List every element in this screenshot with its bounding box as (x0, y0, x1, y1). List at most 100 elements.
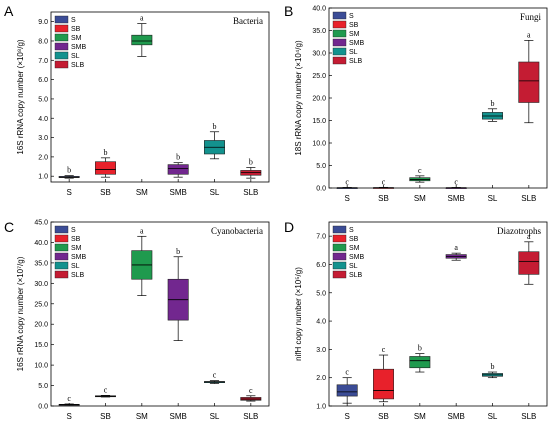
box-SL: b (482, 362, 503, 379)
legend-label: SL (71, 263, 80, 270)
legend-label: SM (349, 31, 360, 38)
x-tick-label: SLB (243, 188, 258, 197)
y-tick-label: 7.0 (38, 58, 48, 65)
legend-swatch (332, 20, 347, 29)
legend-label: SL (349, 263, 358, 270)
significance-letter: c (67, 394, 71, 403)
significance-letter: c (454, 177, 458, 186)
legend-label: SL (71, 53, 80, 60)
significance-letter: c (418, 166, 422, 175)
y-tick-label: 7.0 (316, 234, 326, 241)
y-axis-label: 18S rRNA copy number (×10⁴/g) (294, 40, 303, 156)
box-S: c (336, 368, 358, 404)
legend-swatch (332, 243, 347, 252)
x-tick-label: SMB (447, 412, 464, 421)
plot-frame (328, 7, 548, 189)
significance-letter: a (527, 30, 531, 39)
legend: S SB SM SMB SL SLB (332, 225, 365, 279)
panel-label: C (4, 219, 14, 235)
box-SL: b (204, 122, 225, 160)
y-tick-label: 4.0 (316, 319, 326, 326)
legend-label: S (71, 17, 76, 24)
legend-swatch (332, 270, 347, 279)
significance-letter: c (249, 386, 253, 395)
x-tick-label: SLB (521, 412, 536, 421)
legend-swatch (54, 261, 69, 270)
legend-swatch (332, 225, 347, 234)
x-tick-label: SMB (447, 194, 464, 203)
legend-label: SMB (71, 254, 87, 261)
y-tick-label: 2.0 (316, 375, 326, 382)
legend-swatch (332, 252, 347, 261)
panel-D: D Diazotrophs 1.0 2.0 3.0 4.0 5.0 6.0 7.0 nifH co… (284, 219, 548, 421)
y-tick-label: 40.0 (34, 240, 48, 247)
panel-title: Diazotrophs (497, 226, 541, 236)
box-SM: b (409, 344, 431, 373)
x-tick-label: SB (378, 194, 389, 203)
legend-label: SM (71, 35, 82, 42)
y-tick-label: 10.0 (312, 141, 326, 148)
box-SLB: a (518, 30, 540, 124)
box-SM: a (131, 14, 153, 57)
x-tick-label: S (344, 194, 349, 203)
box-SMB: b (167, 247, 189, 341)
box-SM: a (131, 226, 153, 296)
y-tick-label: 5.0 (38, 383, 48, 390)
box-iqr (95, 161, 116, 175)
significance-letter: b (418, 344, 422, 353)
box-iqr (131, 34, 153, 46)
box-SB: b (95, 148, 116, 178)
box-SMB: a (445, 243, 467, 261)
panel-label: B (284, 3, 293, 19)
box-iqr (336, 384, 358, 397)
legend-label: S (349, 13, 354, 20)
legend-label: SB (71, 26, 81, 33)
significance-letter: a (527, 232, 531, 241)
y-tick-label: 4.0 (38, 116, 48, 123)
significance-letter: b (67, 166, 71, 175)
legend-swatch (54, 60, 69, 69)
legend-label: SLB (349, 58, 363, 65)
legend-swatch (332, 261, 347, 270)
y-tick-label: 35.0 (312, 28, 326, 35)
legend-swatch (54, 33, 69, 42)
legend-label: S (71, 227, 76, 234)
legend-label: SB (349, 22, 359, 29)
y-tick-label: 5.0 (38, 96, 48, 103)
legend-label: S (349, 227, 354, 234)
x-tick-label: SL (210, 188, 220, 197)
y-tick-label: 20.0 (34, 322, 48, 329)
y-tick-label: 6.0 (38, 77, 48, 84)
y-tick-label: 10.0 (34, 363, 48, 370)
significance-letter: b (104, 148, 108, 157)
legend-swatch (54, 225, 69, 234)
x-tick-label: S (66, 188, 71, 197)
y-axis-label: 16S rRNA copy number (×10⁸/g) (16, 39, 25, 155)
significance-letter: a (140, 14, 144, 23)
legend-label: SM (71, 245, 82, 252)
legend-swatch (54, 243, 69, 252)
y-tick-label: 9.0 (38, 19, 48, 26)
significance-letter: c (382, 177, 386, 186)
box-SMB: b (167, 153, 189, 178)
y-axis-label: 16S rRNA copy number (×10⁷/g) (16, 256, 25, 371)
significance-letter: a (140, 226, 144, 235)
x-tick-label: S (344, 412, 349, 421)
panel-A: A Bacteria 1.0 2.0 3.0 4.0 5.0 6.0 7.0 8.0 9.0 16S … (4, 3, 270, 197)
y-tick-label: 15.0 (34, 342, 48, 349)
panel-C: C Cyanobacteria 0.0 5.0 10.0 15.0 20.0 25.0 30.0… (4, 219, 270, 421)
box-iqr (167, 164, 189, 175)
legend-swatch (54, 234, 69, 243)
legend-label: SLB (349, 272, 363, 279)
box-SM: c (409, 166, 431, 183)
x-tick-label: SL (488, 412, 498, 421)
legend-label: SM (349, 245, 360, 252)
y-tick-label: 30.0 (312, 51, 326, 58)
significance-letter: b (491, 362, 495, 371)
x-tick-label: SL (210, 412, 220, 421)
box-S: b (58, 166, 80, 179)
y-tick-label: 25.0 (312, 73, 326, 80)
significance-letter: c (213, 371, 217, 380)
significance-letter: b (213, 122, 217, 131)
y-tick-label: 15.0 (312, 118, 326, 125)
